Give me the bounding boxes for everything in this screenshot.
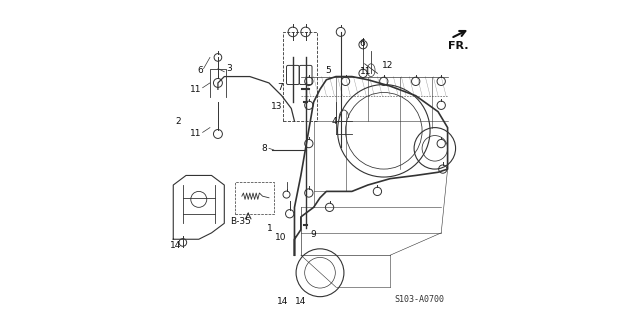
- Text: 5: 5: [325, 66, 331, 75]
- Text: 3: 3: [227, 64, 232, 73]
- Text: 14: 14: [170, 241, 181, 250]
- Text: 11: 11: [189, 85, 201, 94]
- Text: 12: 12: [382, 61, 394, 70]
- Text: 8: 8: [262, 144, 268, 153]
- Text: 11: 11: [189, 130, 201, 138]
- Text: 2: 2: [175, 117, 181, 126]
- Text: 6: 6: [198, 66, 204, 75]
- Text: 14: 14: [277, 297, 289, 306]
- Text: 7: 7: [277, 83, 283, 92]
- Text: 13: 13: [271, 102, 283, 111]
- Text: B-35: B-35: [230, 217, 251, 226]
- Text: 4: 4: [332, 117, 337, 126]
- Bar: [284, 32, 317, 121]
- Text: 9: 9: [310, 230, 316, 239]
- Text: 10: 10: [275, 233, 287, 242]
- Text: 1: 1: [267, 224, 273, 233]
- Text: FR.: FR.: [447, 41, 468, 51]
- Text: 11: 11: [360, 67, 371, 76]
- Text: S103-A0700: S103-A0700: [394, 295, 444, 304]
- Text: 14: 14: [295, 297, 307, 306]
- Bar: [236, 182, 274, 214]
- Text: 6: 6: [360, 39, 365, 48]
